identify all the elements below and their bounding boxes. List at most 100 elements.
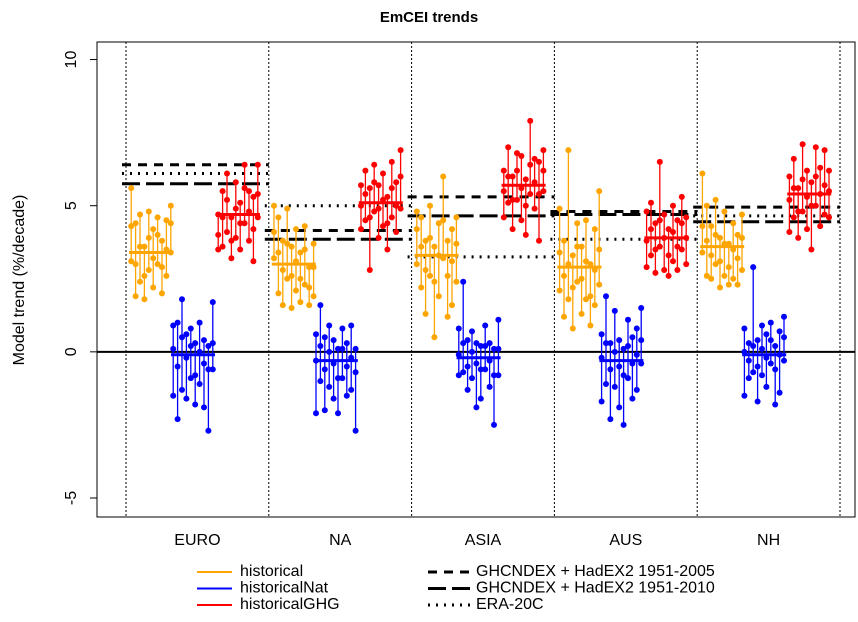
model-low [591,302,598,309]
model-value [505,173,512,180]
model-high [154,214,161,221]
model-low [730,275,737,282]
model-high [444,237,451,244]
model-value [509,196,516,203]
model-value [132,261,139,268]
model-high [505,144,512,151]
model-high [201,337,207,344]
model-low [665,272,672,279]
y-tick-label: 0 [63,347,80,356]
model-high [284,205,291,212]
model-low [763,383,770,390]
model-high [422,237,429,244]
model-value [759,345,765,352]
model-value [301,246,308,253]
model-low [826,214,832,221]
model-value [250,226,257,233]
model-high [326,322,333,329]
model-low [708,275,715,282]
model-value [241,185,248,192]
model-low [683,261,690,268]
model-value [611,348,618,355]
model-high [799,141,806,148]
model-low [518,217,525,224]
model-value [607,366,614,373]
model-high [413,208,420,215]
model-value [473,360,480,367]
model-value [514,167,520,174]
model-high [317,302,324,309]
model-low [128,258,135,265]
model-value [317,343,324,349]
model-value [460,340,467,347]
model-value [674,243,681,250]
model-low [790,214,797,221]
model-high [730,220,737,227]
model-low [150,284,157,291]
model-value [574,243,581,250]
model-low [418,284,425,291]
model-value [821,182,828,189]
model-high [638,305,645,311]
model-high [224,170,230,177]
model-high [804,167,810,174]
model-low [578,310,585,317]
model-low [460,369,467,376]
model-high [321,334,328,341]
model-value [767,337,774,344]
model-low [141,296,148,303]
x-tick-label: ASIA [465,532,502,549]
y-tick-label: 5 [63,201,80,210]
model-value [179,334,185,341]
model-low [209,366,216,373]
model-high [565,147,572,154]
model-value [482,343,489,349]
model-low [237,246,244,253]
model-value [150,255,157,262]
model-value [159,264,165,271]
model-value [556,249,563,256]
model-value [648,226,654,233]
model-high [375,182,382,189]
model-high [776,328,783,335]
model-high [486,340,493,347]
legend-label: historicalNat [240,580,329,597]
model-value [174,363,181,370]
model-low [776,389,783,396]
model-low [674,267,681,273]
model-high [440,173,447,180]
model-high [583,217,589,224]
model-high [518,153,525,159]
model-low [633,386,640,393]
model-low [661,267,668,273]
model-high [754,337,761,344]
model-low [469,375,475,382]
model-value [167,220,174,227]
model-low [271,255,277,262]
model-value [670,229,676,235]
model-value [477,366,484,373]
model-low [170,392,177,399]
model-high [633,325,640,332]
model-value [781,334,787,341]
model-low [375,234,382,241]
model-high [449,226,455,233]
model-high [380,170,386,177]
model-value [491,372,497,379]
model-low [455,372,462,379]
model-low [574,278,581,285]
model-high [522,176,529,183]
model-high [540,147,547,154]
model-value [603,340,609,347]
model-low [413,261,420,268]
model-low [491,421,497,428]
model-value [275,249,282,256]
model-high [556,205,563,212]
model-value [812,173,819,180]
model-high [297,249,304,256]
model-low [201,404,207,411]
model-low [596,281,603,288]
y-tick-label: 10 [63,51,80,69]
model-value [734,255,741,262]
